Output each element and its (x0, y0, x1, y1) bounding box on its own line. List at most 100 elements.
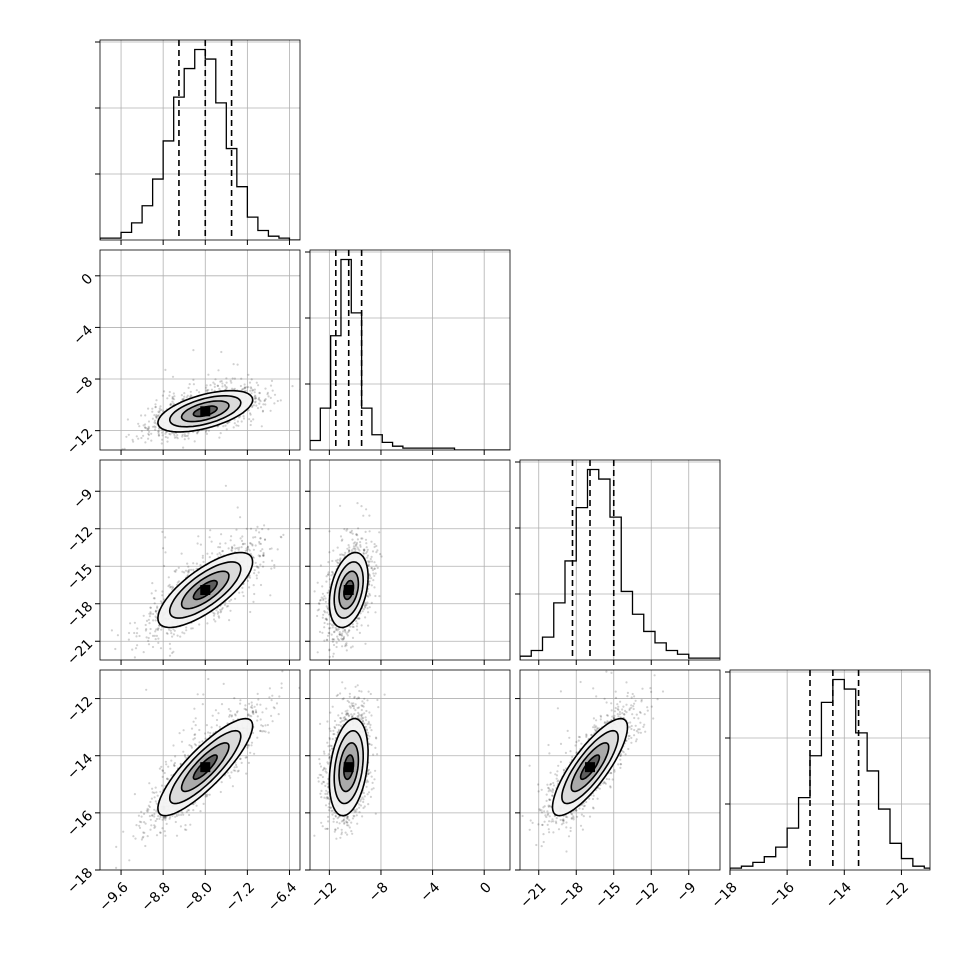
panel-frame (99, 39, 301, 241)
scatter-point (374, 611, 377, 614)
scatter-point (370, 560, 374, 563)
scatter-point (155, 415, 158, 418)
pair-panel-3-0 (95, 666, 301, 875)
pair-content (100, 666, 300, 870)
scatter-point (172, 633, 175, 636)
scatter-point (169, 629, 172, 632)
scatter-point (248, 702, 251, 705)
scatter-point (138, 634, 141, 638)
scatter-point (373, 545, 376, 549)
scatter-point (149, 828, 152, 831)
scatter-point (110, 629, 113, 632)
scatter-point (185, 434, 188, 438)
scatter-point (340, 634, 343, 637)
scatter-point (186, 562, 189, 565)
scatter-point (150, 439, 153, 442)
scatter-point (176, 434, 179, 437)
scatter-point (242, 415, 245, 418)
scatter-point (328, 648, 331, 651)
scatter-point (242, 387, 245, 391)
scatter-point (350, 549, 354, 552)
scatter-point (323, 639, 326, 642)
scatter-point (196, 432, 199, 435)
scatter-point (370, 567, 373, 570)
scatter-point (255, 711, 258, 714)
scatter-point (262, 551, 265, 555)
scatter-point (168, 390, 171, 394)
scatter-point (261, 548, 264, 551)
scatter-point (217, 666, 219, 668)
scatter-point (220, 533, 223, 536)
scatter-point (133, 621, 136, 624)
scatter-point (328, 551, 331, 554)
scatter-point (205, 724, 208, 727)
scatter-point (146, 428, 149, 431)
scatter-point (352, 547, 355, 550)
scatter-point (266, 393, 269, 396)
scatter-point (344, 643, 347, 646)
scatter-point (160, 442, 163, 445)
scatter-point (350, 529, 353, 532)
scatter-point (164, 551, 167, 554)
scatter-point (196, 431, 199, 434)
scatter-point (257, 554, 260, 557)
scatter-point (244, 708, 247, 711)
scatter-point (144, 414, 147, 417)
scatter-point (224, 424, 227, 427)
scatter-point (154, 406, 157, 409)
scatter-point (153, 414, 156, 417)
scatter-point (342, 635, 346, 638)
scatter-point (205, 386, 208, 389)
scatter-point (335, 627, 338, 631)
scatter-point (269, 409, 272, 412)
scatter-point (171, 651, 174, 655)
scatter-point (166, 440, 169, 443)
scatter-point (374, 594, 377, 598)
panel-frame (99, 249, 301, 451)
scatter-point (253, 569, 256, 572)
scatter-point (256, 407, 260, 410)
scatter-point (233, 544, 236, 547)
scatter-point (282, 533, 285, 537)
pair-content (100, 460, 300, 660)
hist-panel-0 (95, 39, 301, 245)
scatter-point (171, 397, 175, 400)
scatter-point (345, 649, 348, 652)
scatter-point (240, 388, 244, 391)
scatter-point (228, 715, 231, 718)
scatter-point (206, 622, 209, 625)
scatter-point (345, 644, 348, 647)
scatter-point (343, 629, 346, 632)
scatter-point (127, 631, 131, 635)
scatter-point (234, 597, 237, 600)
scatter-point (355, 543, 358, 546)
scatter-point (151, 814, 154, 817)
scatter-point (363, 604, 366, 607)
scatter-point (164, 368, 167, 371)
scatter-point (326, 607, 329, 611)
hist-panel-1 (305, 249, 511, 455)
scatter-point (156, 606, 159, 610)
scatter-point (321, 616, 324, 619)
scatter-point (154, 619, 157, 622)
scatter-point (249, 423, 252, 427)
scatter-point (258, 392, 261, 395)
scatter-point (362, 552, 365, 555)
scatter-point (247, 713, 250, 716)
scatter-point (361, 537, 364, 540)
scatter-point (180, 552, 183, 555)
scatter-point (375, 544, 378, 548)
scatter-point (140, 430, 143, 433)
scatter-point (249, 610, 252, 614)
scatter-point (188, 568, 191, 572)
scatter-point (243, 383, 246, 386)
scatter-point (135, 435, 138, 438)
scatter-point (224, 385, 227, 388)
scatter-point (359, 545, 362, 548)
density-peak (200, 406, 211, 417)
scatter-point (338, 633, 341, 636)
scatter-point (362, 548, 365, 551)
scatter-point (151, 645, 155, 649)
scatter-point (170, 632, 173, 635)
scatter-point (146, 810, 149, 813)
